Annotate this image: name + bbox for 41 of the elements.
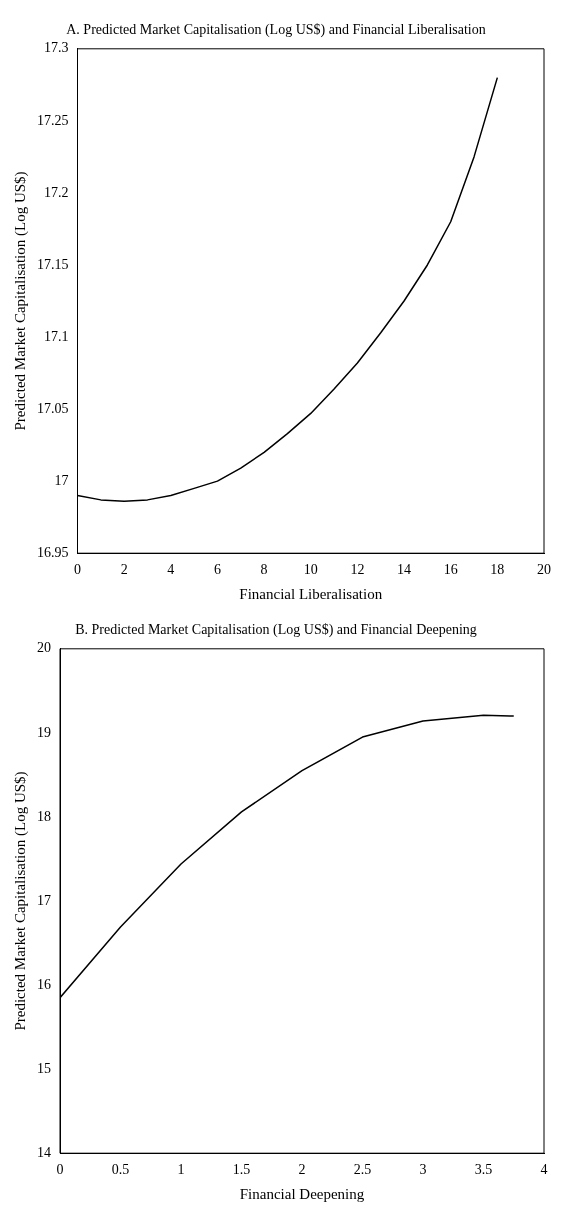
x-tick-label: 6 bbox=[213, 562, 221, 578]
x-tick-label: 0.5 bbox=[111, 1162, 130, 1178]
y-tick-label: 17.15 bbox=[37, 256, 69, 272]
y-tick-label: 17.1 bbox=[44, 328, 69, 344]
x-tick-label: 18 bbox=[490, 562, 505, 578]
y-tick-label: 16 bbox=[37, 976, 51, 992]
x-tick-label: 2.5 bbox=[353, 1162, 372, 1178]
y-axis-title: Predicted Market Capitalisation (Log US$) bbox=[11, 171, 29, 431]
chart-title: B. Predicted Market Capitalisation (Log US$) and Financial Deepening bbox=[75, 622, 477, 639]
x-tick-label: 0 bbox=[74, 562, 81, 578]
x-axis-title: Financial Deepening bbox=[239, 1185, 365, 1202]
y-tick-label: 16.95 bbox=[37, 544, 69, 560]
x-tick-label: 1 bbox=[177, 1162, 185, 1178]
y-tick-label: 17.25 bbox=[37, 112, 69, 128]
x-tick-label: 10 bbox=[303, 562, 318, 578]
y-tick-label: 18 bbox=[37, 808, 51, 824]
x-tick-label: 2 bbox=[298, 1162, 306, 1178]
x-tick-label: 8 bbox=[260, 562, 268, 578]
chart-title: A. Predicted Market Capitalisation (Log US$) and Financial Liberalisation bbox=[66, 22, 486, 39]
y-tick-label: 17.3 bbox=[44, 40, 69, 56]
x-tick-label: 2 bbox=[120, 562, 128, 578]
y-tick-label: 17.05 bbox=[37, 400, 69, 416]
y-tick-label: 14 bbox=[37, 1144, 51, 1160]
x-tick-label: 4 bbox=[167, 562, 175, 578]
y-tick-label: 17 bbox=[37, 892, 51, 908]
y-tick-label: 17.2 bbox=[44, 184, 69, 200]
y-tick-label: 17 bbox=[54, 472, 69, 488]
y-tick-label: 15 bbox=[37, 1060, 51, 1076]
x-tick-label: 1.5 bbox=[232, 1162, 251, 1178]
x-tick-label: 12 bbox=[350, 562, 365, 578]
y-tick-label: 19 bbox=[37, 724, 51, 740]
x-tick-label: 0 bbox=[56, 1162, 64, 1178]
x-tick-label: 3 bbox=[419, 1162, 427, 1178]
x-axis-title: Financial Liberalisation bbox=[239, 585, 383, 602]
y-axis-title: Predicted Market Capitalisation (Log US$) bbox=[11, 771, 29, 1031]
y-tick-label: 20 bbox=[37, 640, 51, 656]
x-tick-label: 14 bbox=[397, 562, 412, 578]
x-tick-label: 16 bbox=[443, 562, 458, 578]
x-tick-label: 4 bbox=[540, 1162, 548, 1178]
x-tick-label: 20 bbox=[537, 562, 551, 578]
x-tick-label: 3.5 bbox=[474, 1162, 493, 1178]
